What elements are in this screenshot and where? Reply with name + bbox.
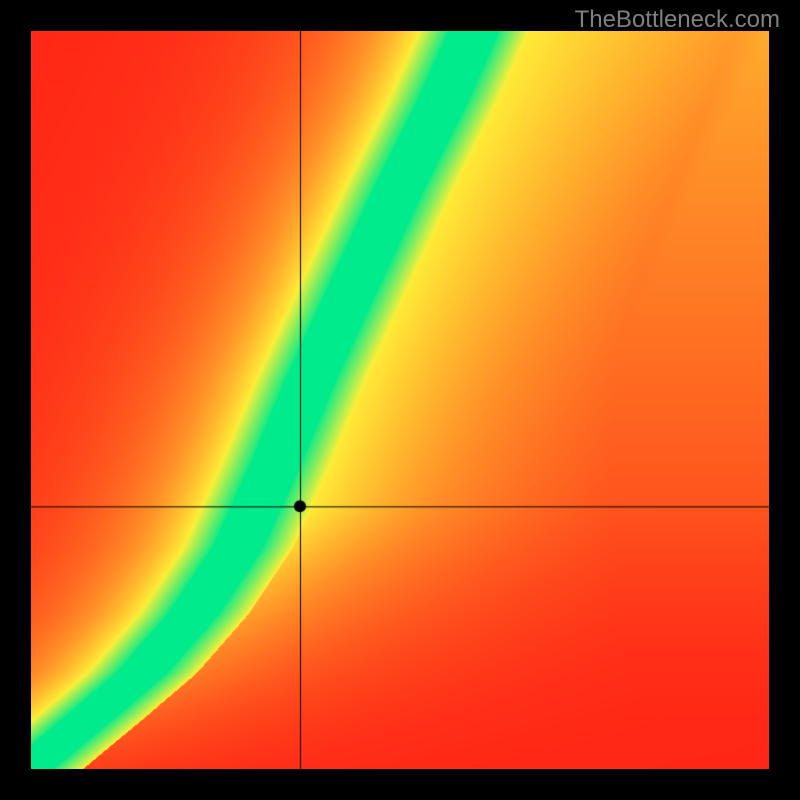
- heatmap-canvas: [31, 31, 769, 769]
- heatmap-plot: [31, 31, 769, 769]
- watermark-text: TheBottleneck.com: [575, 6, 780, 34]
- chart-container: TheBottleneck.com: [0, 0, 800, 800]
